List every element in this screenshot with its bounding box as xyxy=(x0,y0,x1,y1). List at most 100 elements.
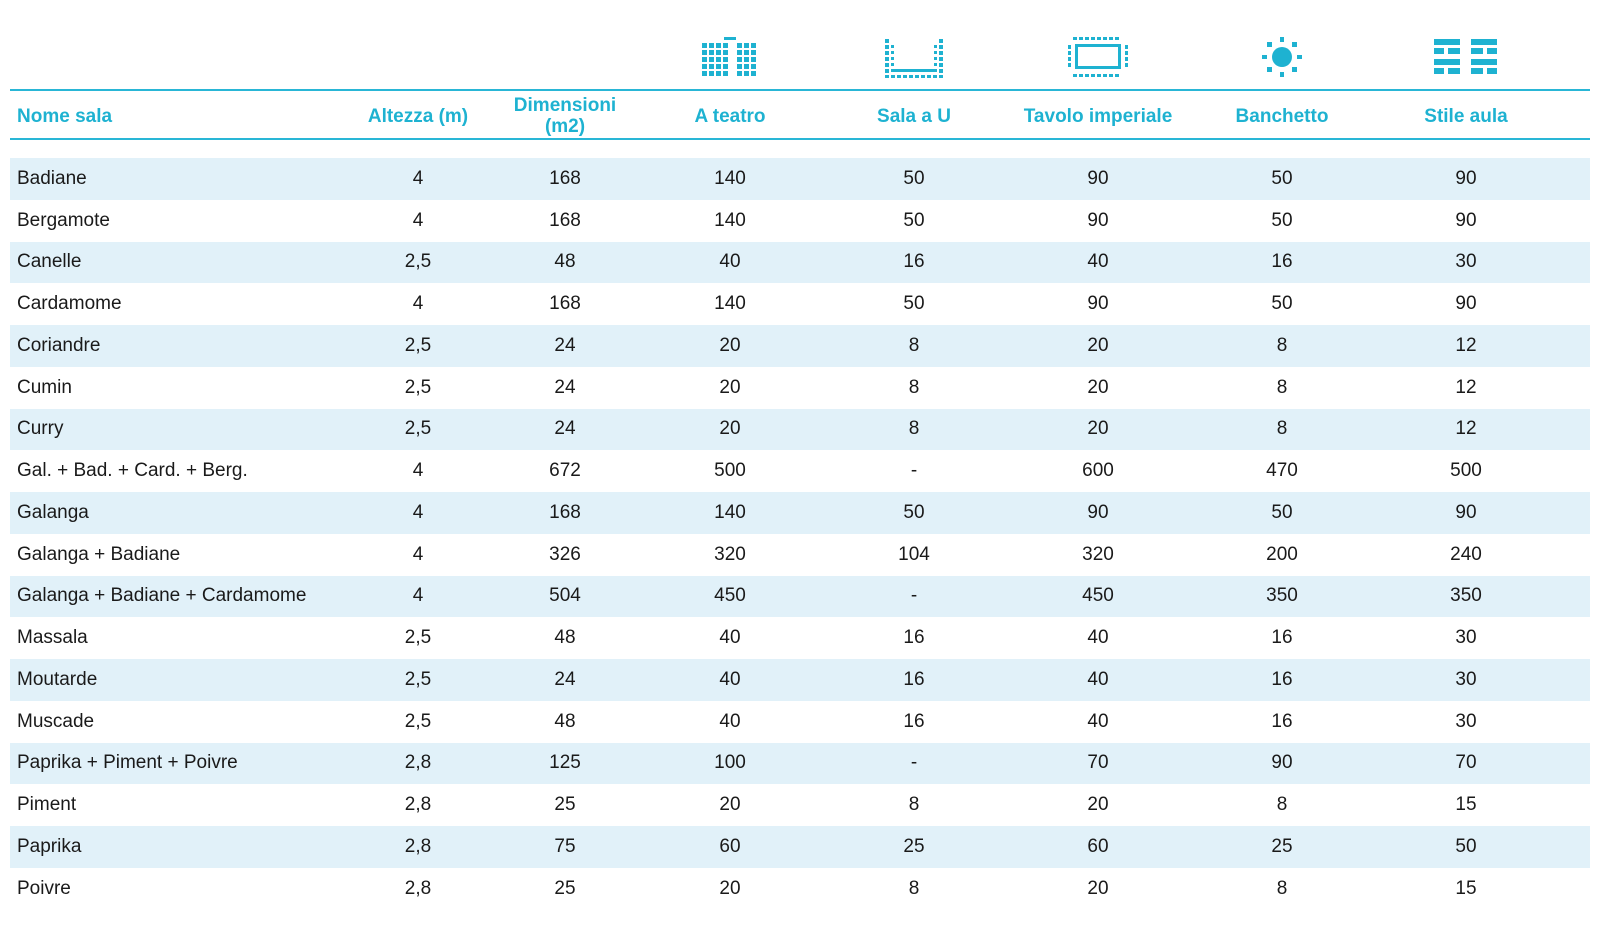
cell-tavolo-imperiale: 320 xyxy=(1082,543,1114,565)
header-icon-row xyxy=(10,28,1590,86)
header-a-teatro: A teatro xyxy=(694,105,766,127)
cell-dimensioni: 24 xyxy=(554,376,576,398)
cell-dimensioni: 24 xyxy=(554,668,576,690)
header-tavolo-imperiale: Tavolo imperiale xyxy=(1023,105,1173,127)
cell-altezza: 4 xyxy=(412,460,424,482)
cell-altezza: 2,5 xyxy=(404,251,432,273)
cell-sala-a-u: - xyxy=(910,585,918,607)
cell-banchetto: 200 xyxy=(1266,543,1298,565)
cell-a-teatro: 100 xyxy=(714,752,746,774)
cell-tavolo-imperiale: 40 xyxy=(1087,668,1109,690)
cell-dimensioni: 168 xyxy=(549,209,581,231)
cell-altezza: 4 xyxy=(412,209,424,231)
cell-altezza: 2,5 xyxy=(404,668,432,690)
cell-banchetto: 16 xyxy=(1271,710,1293,732)
cell-altezza: 2,8 xyxy=(404,835,432,857)
cell-banchetto: 8 xyxy=(1276,376,1288,398)
cell-tavolo-imperiale: 450 xyxy=(1082,585,1114,607)
cell-stile-aula: 90 xyxy=(1455,501,1477,523)
cell-nome-sala: Galanga + Badiane xyxy=(17,543,181,565)
table-row: Gal. + Bad. + Card. + Berg. 4 672 500 - 600 47… xyxy=(10,450,1590,492)
table-row: Bergamote 4 168 140 50 90 50 90 xyxy=(10,200,1590,242)
cell-altezza: 4 xyxy=(412,167,424,189)
cell-sala-a-u: 8 xyxy=(908,794,920,816)
table-row: Piment 2,8 25 20 8 20 8 15 xyxy=(10,784,1590,826)
cell-nome-sala: Bergamote xyxy=(17,209,110,231)
cell-sala-a-u: 16 xyxy=(903,251,925,273)
cell-a-teatro: 140 xyxy=(714,209,746,231)
cell-tavolo-imperiale: 90 xyxy=(1087,209,1109,231)
cell-dimensioni: 168 xyxy=(549,167,581,189)
table-row: Curry 2,5 24 20 8 20 8 12 xyxy=(10,408,1590,451)
cell-tavolo-imperiale: 90 xyxy=(1087,501,1109,523)
cell-banchetto: 90 xyxy=(1271,752,1293,774)
cell-nome-sala: Galanga + Badiane + Cardamome xyxy=(17,585,307,607)
cell-altezza: 4 xyxy=(412,501,424,523)
cell-dimensioni: 24 xyxy=(554,334,576,356)
cell-tavolo-imperiale: 90 xyxy=(1087,167,1109,189)
cell-sala-a-u: 8 xyxy=(908,334,920,356)
cell-a-teatro: 20 xyxy=(719,877,741,899)
header-banchetto: Banchetto xyxy=(1235,105,1329,127)
cell-a-teatro: 20 xyxy=(719,334,741,356)
cell-dimensioni: 168 xyxy=(549,293,581,315)
table-row: Canelle 2,5 48 40 16 40 16 30 xyxy=(10,241,1590,284)
cell-banchetto: 350 xyxy=(1266,585,1298,607)
cell-nome-sala: Moutarde xyxy=(17,668,98,690)
cell-nome-sala: Coriandre xyxy=(17,334,101,356)
table-row: Galanga + Badiane 4 326 320 104 320 200 240 xyxy=(10,534,1590,576)
cell-sala-a-u: - xyxy=(910,752,918,774)
table-row: Moutarde 2,5 24 40 16 40 16 30 xyxy=(10,659,1590,701)
cell-nome-sala: Badiane xyxy=(17,167,87,189)
cell-altezza: 2,8 xyxy=(404,752,432,774)
table-header: Nome sala Altezza (m) Dimensioni (m2) A t… xyxy=(10,92,1590,140)
header-dimensioni: Dimensioni (m2) xyxy=(513,95,617,137)
header-altezza: Altezza (m) xyxy=(367,105,469,127)
cell-nome-sala: Muscade xyxy=(17,710,95,732)
cell-dimensioni: 25 xyxy=(554,877,576,899)
cell-a-teatro: 450 xyxy=(714,585,746,607)
cell-a-teatro: 500 xyxy=(714,460,746,482)
cell-dimensioni: 75 xyxy=(554,835,576,857)
cell-sala-a-u: 25 xyxy=(903,835,925,857)
cell-altezza: 2,5 xyxy=(404,627,432,649)
table-row: Poivre 2,8 25 20 8 20 8 15 xyxy=(10,868,1590,910)
cell-stile-aula: 240 xyxy=(1450,543,1482,565)
cell-dimensioni: 24 xyxy=(554,418,576,440)
cell-banchetto: 8 xyxy=(1276,877,1288,899)
cell-sala-a-u: 8 xyxy=(908,877,920,899)
cell-banchetto: 8 xyxy=(1276,794,1288,816)
cell-nome-sala: Canelle xyxy=(17,251,82,273)
cell-banchetto: 470 xyxy=(1266,460,1298,482)
cell-tavolo-imperiale: 600 xyxy=(1082,460,1114,482)
cell-a-teatro: 140 xyxy=(714,167,746,189)
cell-tavolo-imperiale: 20 xyxy=(1087,376,1109,398)
cell-nome-sala: Galanga xyxy=(17,501,89,523)
table-row: Muscade 2,5 48 40 16 40 16 30 xyxy=(10,701,1590,743)
cell-sala-a-u: 50 xyxy=(903,501,925,523)
header-top-rule xyxy=(10,89,1590,91)
header-bottom-rule xyxy=(10,138,1590,140)
cell-altezza: 2,8 xyxy=(404,794,432,816)
header-stile-aula: Stile aula xyxy=(1424,105,1508,127)
cell-banchetto: 25 xyxy=(1271,835,1293,857)
cell-banchetto: 50 xyxy=(1271,209,1293,231)
cell-dimensioni: 326 xyxy=(549,543,581,565)
cell-a-teatro: 20 xyxy=(719,376,741,398)
cell-stile-aula: 12 xyxy=(1455,334,1477,356)
cell-a-teatro: 20 xyxy=(719,794,741,816)
cell-nome-sala: Paprika + Piment + Poivre xyxy=(17,752,238,774)
cell-a-teatro: 40 xyxy=(719,668,741,690)
cell-banchetto: 50 xyxy=(1271,293,1293,315)
cell-nome-sala: Gal. + Bad. + Card. + Berg. xyxy=(17,460,248,482)
cell-altezza: 2,5 xyxy=(404,710,432,732)
cell-tavolo-imperiale: 90 xyxy=(1087,293,1109,315)
cell-banchetto: 50 xyxy=(1271,501,1293,523)
cell-sala-a-u: 104 xyxy=(898,543,930,565)
theatre-seating-icon xyxy=(690,28,770,86)
cell-stile-aula: 30 xyxy=(1455,710,1477,732)
cell-dimensioni: 672 xyxy=(549,460,581,482)
cell-tavolo-imperiale: 40 xyxy=(1087,251,1109,273)
cell-banchetto: 50 xyxy=(1271,167,1293,189)
cell-stile-aula: 350 xyxy=(1450,585,1482,607)
